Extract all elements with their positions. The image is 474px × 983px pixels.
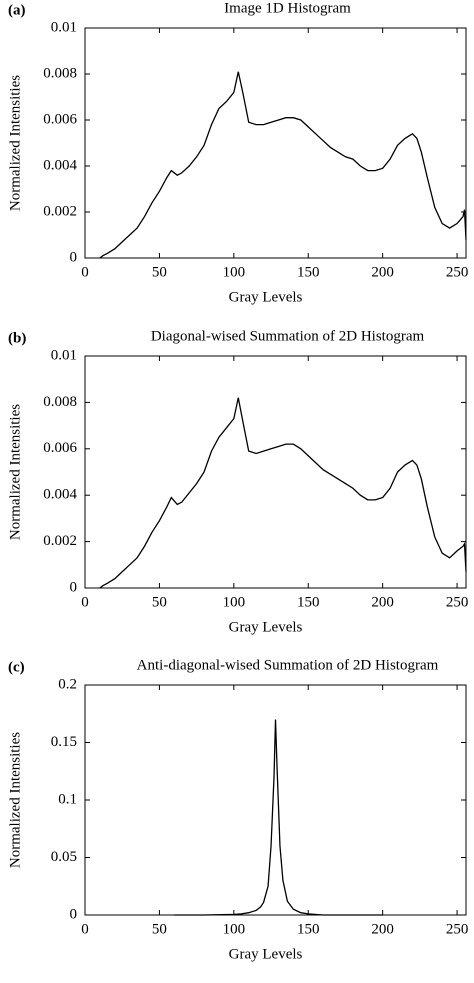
chart-title: Diagonal-wised Summation of 2D Histogram (151, 328, 425, 344)
y-axis-label: Normalized Intensities (7, 75, 23, 211)
x-tick-label: 250 (446, 921, 469, 937)
x-tick-label: 150 (297, 921, 320, 937)
y-axis-label: Normalized Intensities (7, 732, 23, 868)
y-tick-label: 0.01 (51, 347, 77, 363)
chart-title: Anti-diagonal-wised Summation of 2D Hist… (137, 657, 439, 673)
x-tick-label: 150 (297, 264, 320, 280)
x-tick-label: 200 (371, 594, 394, 610)
y-tick-label: 0.15 (51, 734, 77, 750)
x-tick-label: 50 (152, 921, 167, 937)
panel-label: (a) (8, 2, 26, 18)
y-axis-label: Normalized Intensities (7, 404, 23, 540)
y-tick-label: 0.004 (43, 487, 77, 503)
y-tick-label: 0.008 (43, 65, 77, 81)
data-line (174, 719, 383, 916)
x-tick-label: 50 (152, 594, 167, 610)
y-tick-label: 0.006 (43, 440, 77, 456)
x-tick-label: 0 (81, 594, 89, 610)
y-tick-label: 0 (70, 579, 78, 595)
y-tick-label: 0 (70, 906, 78, 922)
y-tick-label: 0.1 (58, 791, 77, 807)
x-axis-label: Gray Levels (229, 619, 303, 635)
x-tick-label: 0 (81, 264, 89, 280)
x-tick-label: 100 (223, 594, 246, 610)
y-tick-label: 0.002 (43, 533, 77, 549)
panel-label: (c) (8, 659, 25, 675)
y-tick-label: 0 (70, 249, 78, 265)
data-line (99, 397, 467, 589)
x-tick-label: 150 (297, 594, 320, 610)
y-tick-label: 0.004 (43, 157, 77, 173)
y-tick-label: 0.05 (51, 849, 77, 865)
plot-frame (84, 27, 467, 259)
y-tick-label: 0.002 (43, 203, 77, 219)
x-tick-label: 0 (81, 921, 89, 937)
plot-frame (84, 355, 467, 589)
x-axis-label: Gray Levels (229, 946, 303, 962)
y-tick-label: 0.008 (43, 394, 77, 410)
y-tick-label: 0.2 (58, 676, 77, 692)
x-tick-label: 200 (371, 264, 394, 280)
x-tick-label: 100 (223, 921, 246, 937)
panel-label: (b) (8, 330, 26, 346)
data-line (99, 71, 467, 259)
x-tick-label: 200 (371, 921, 394, 937)
x-tick-label: 250 (446, 264, 469, 280)
y-tick-label: 0.01 (51, 19, 77, 35)
y-tick-label: 0.006 (43, 111, 77, 127)
x-tick-label: 250 (446, 594, 469, 610)
x-axis-label: Gray Levels (229, 289, 303, 305)
x-tick-label: 50 (152, 264, 167, 280)
x-tick-label: 100 (223, 264, 246, 280)
chart-title: Image 1D Histogram (224, 0, 351, 16)
